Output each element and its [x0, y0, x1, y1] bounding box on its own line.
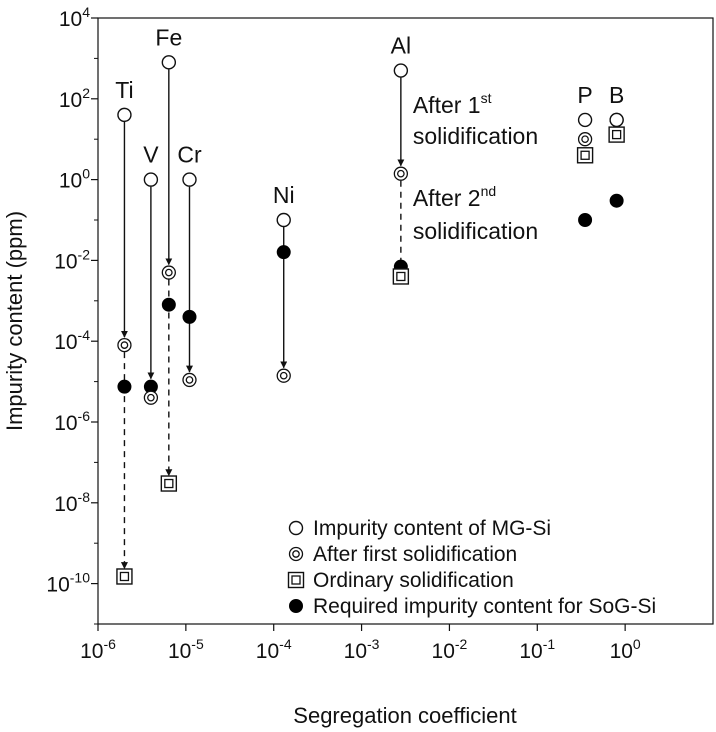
axis-ticks: 10-6 10-5 10-4 10-3 10-2 10-1 100 104 102 100 10-2…: [46, 4, 641, 663]
x-tick-label: 10-6: [80, 636, 116, 663]
y-tick-label: 10-4: [54, 327, 90, 354]
inner-ring: [164, 268, 173, 277]
plot-frame: [97, 17, 714, 625]
open-circle-point: [393, 63, 409, 78]
open-circle-point: [577, 112, 593, 128]
annotation-line1: After 2nd: [413, 183, 496, 211]
open-circle-point: [609, 112, 624, 128]
inner-square: [119, 571, 130, 582]
filled-circle-point: [161, 297, 176, 312]
open-circle-point: [161, 55, 177, 70]
annotation-line1: After 1st: [413, 90, 492, 118]
annotations: After 1st solidification After 2nd solidifi…: [413, 90, 538, 244]
y-tick-label: 10-2: [54, 246, 90, 273]
legend-label: Impurity content of MG-Si: [313, 517, 551, 540]
legend-label: After first solidification: [313, 543, 517, 566]
legend-marker: [287, 571, 305, 589]
element-label: P: [577, 82, 592, 108]
double-circle-point: [393, 166, 409, 181]
inner-square: [291, 575, 301, 585]
element-labels: Ti V Fe Cr Ni Al P B: [115, 24, 624, 208]
x-tick-label: 10-1: [519, 636, 555, 663]
filled-circle-point: [117, 379, 132, 394]
annotation-line2: solidification: [413, 218, 538, 244]
open-circle-point: [143, 172, 159, 187]
element-label: Ni: [273, 182, 295, 208]
inner-ring: [397, 169, 405, 178]
element-label: Ti: [115, 77, 133, 103]
legend-marker: [288, 520, 304, 536]
inner-ring: [120, 341, 129, 349]
x-axis-title: Segregation coefficient: [293, 703, 516, 728]
legend-label: Required impurity content for SoG-Si: [313, 595, 656, 618]
open-circle-point: [117, 107, 132, 123]
element-label: Al: [391, 33, 411, 59]
double-square-point: [116, 568, 133, 585]
double-square-point: [576, 147, 594, 164]
open-circle-point: [276, 212, 291, 228]
filled-circle-point: [578, 213, 593, 227]
x-tick-label: 10-3: [344, 636, 380, 663]
y-tick-label: 104: [59, 4, 90, 31]
inner-square: [611, 129, 622, 140]
double-circle-point: [182, 372, 197, 388]
legend-marker: [288, 546, 304, 562]
double-circle-point: [577, 132, 593, 147]
double-square-point: [160, 475, 178, 492]
x-tick-label: 10-2: [432, 636, 468, 663]
y-tick-label: 100: [59, 166, 90, 193]
element-label: Cr: [177, 142, 202, 168]
legend-marker: [289, 599, 303, 613]
double-circle-point: [161, 265, 176, 280]
double-square-point: [608, 126, 625, 143]
element-label: B: [609, 82, 624, 108]
double-circle-point: [117, 337, 132, 353]
y-tick-label: 10-6: [54, 408, 90, 435]
data-points: [116, 55, 625, 585]
double-circle-point: [276, 368, 291, 383]
inner-ring: [279, 371, 288, 380]
inner-ring: [185, 376, 194, 384]
x-tick-label: 10-5: [168, 636, 204, 663]
arrows: [120, 69, 405, 570]
filled-circle-point: [182, 309, 197, 324]
filled-circle-point: [276, 245, 291, 260]
annotation-line2: solidification: [413, 123, 538, 149]
double-circle-point: [143, 390, 159, 405]
y-tick-label: 10-8: [54, 489, 90, 516]
inner-ring: [581, 135, 589, 144]
x-tick-label: 100: [610, 636, 641, 663]
legend: Impurity content of MG-Si After first sol…: [287, 517, 656, 618]
y-axis-title: Impurity content (ppm): [2, 211, 27, 431]
open-circle-point: [182, 172, 197, 187]
inner-ring: [147, 393, 155, 402]
inner-ring: [292, 550, 300, 558]
y-tick-label: 10-10: [46, 570, 90, 597]
x-tick-label: 10-4: [256, 636, 292, 663]
element-label: Fe: [155, 24, 182, 50]
legend-label: Ordinary solidification: [313, 569, 514, 592]
inner-square: [580, 150, 590, 160]
y-tick-label: 102: [59, 85, 90, 112]
inner-square: [396, 271, 406, 282]
double-square-point: [392, 268, 410, 285]
element-label: V: [143, 142, 159, 168]
inner-square: [164, 478, 174, 489]
filled-circle-point: [609, 193, 624, 208]
